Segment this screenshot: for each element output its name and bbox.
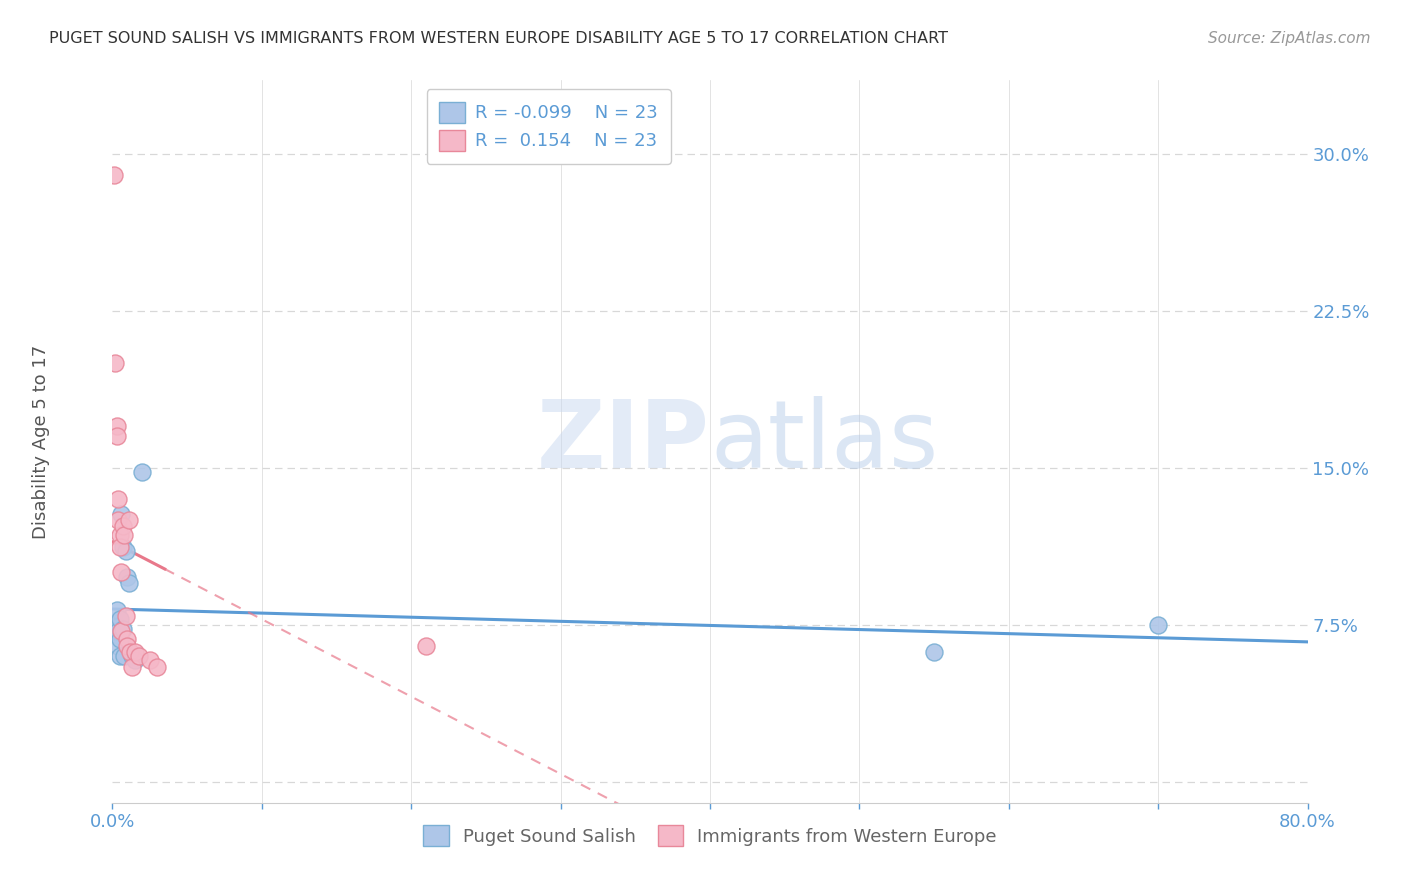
Point bbox=[107, 639, 129, 653]
Point bbox=[121, 659, 143, 673]
Text: PUGET SOUND SALISH VS IMMIGRANTS FROM WESTERN EUROPE DISABILITY AGE 5 TO 17 CORR: PUGET SOUND SALISH VS IMMIGRANTS FROM WE… bbox=[49, 31, 948, 46]
Point bbox=[110, 507, 132, 521]
Point bbox=[114, 527, 135, 541]
Point bbox=[107, 624, 129, 638]
Text: Source: ZipAtlas.com: Source: ZipAtlas.com bbox=[1208, 31, 1371, 46]
Point bbox=[108, 527, 131, 541]
Point bbox=[117, 632, 139, 647]
Point bbox=[111, 622, 134, 636]
Point bbox=[146, 659, 169, 673]
Point bbox=[104, 615, 127, 630]
Point bbox=[107, 492, 129, 507]
Point bbox=[105, 620, 128, 634]
Point bbox=[108, 649, 131, 664]
Point bbox=[415, 639, 437, 653]
Point bbox=[105, 429, 128, 443]
Point bbox=[108, 611, 131, 625]
Point bbox=[103, 617, 125, 632]
Point bbox=[105, 418, 128, 433]
Point bbox=[118, 575, 141, 590]
Point bbox=[115, 544, 138, 558]
Point bbox=[922, 645, 945, 659]
Point bbox=[111, 519, 134, 533]
Point bbox=[104, 356, 127, 370]
Point bbox=[114, 649, 135, 664]
Point bbox=[124, 653, 146, 667]
Point bbox=[110, 566, 132, 580]
Point bbox=[139, 653, 162, 667]
Point bbox=[1147, 617, 1170, 632]
Legend: Puget Sound Salish, Immigrants from Western Europe: Puget Sound Salish, Immigrants from West… bbox=[415, 816, 1005, 855]
Point bbox=[131, 465, 153, 479]
Point bbox=[117, 639, 139, 653]
Text: ZIP: ZIP bbox=[537, 395, 710, 488]
Y-axis label: Disability Age 5 to 17: Disability Age 5 to 17 bbox=[32, 344, 51, 539]
Point bbox=[107, 513, 129, 527]
Point bbox=[121, 649, 143, 664]
Point bbox=[108, 632, 131, 647]
Point bbox=[124, 645, 146, 659]
Point bbox=[120, 645, 142, 659]
Point bbox=[118, 513, 141, 527]
Point bbox=[103, 168, 125, 182]
Point bbox=[105, 628, 128, 642]
Point bbox=[110, 624, 132, 638]
Text: atlas: atlas bbox=[710, 395, 938, 488]
Point bbox=[104, 624, 127, 638]
Point bbox=[115, 609, 138, 624]
Point bbox=[111, 541, 134, 555]
Point bbox=[108, 541, 131, 555]
Point bbox=[128, 649, 150, 664]
Point bbox=[105, 603, 128, 617]
Point bbox=[117, 569, 139, 583]
